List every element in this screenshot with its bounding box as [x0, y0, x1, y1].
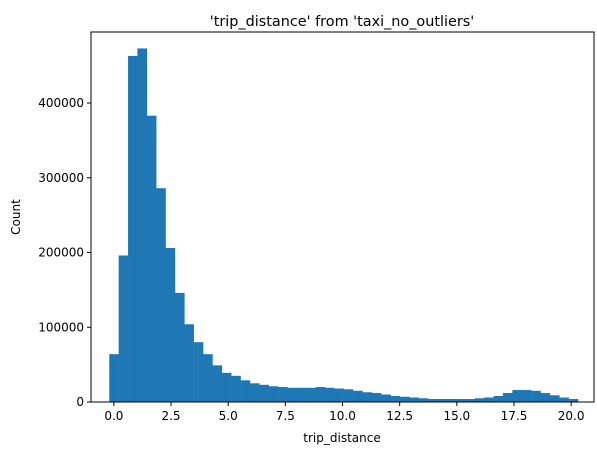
histogram-bar [184, 324, 194, 402]
y-tick-label: 400000 [38, 96, 84, 110]
histogram-bar [296, 387, 307, 402]
histogram-bar [324, 387, 335, 402]
histogram-bar [268, 386, 279, 402]
y-tick-label: 300000 [38, 171, 84, 185]
y-axis-label: Count [9, 199, 23, 235]
histogram-bar [559, 397, 569, 402]
histogram-bar [334, 388, 344, 402]
histogram-bar [549, 395, 560, 402]
histogram-bar [353, 390, 363, 402]
y-tick-label: 200000 [38, 246, 84, 260]
histogram-bar [456, 399, 466, 402]
histogram-bar [399, 396, 410, 402]
histogram-bar [503, 393, 513, 402]
histogram-bar [212, 365, 223, 402]
histogram-bar [568, 399, 579, 402]
histogram-bar [174, 292, 185, 402]
histogram-bar [474, 398, 485, 402]
histogram-bar [315, 387, 326, 402]
y-tick-label: 0 [76, 395, 84, 409]
histogram-bar [437, 399, 448, 402]
histogram-bar [287, 387, 298, 402]
histogram-bar [109, 354, 119, 402]
histogram-bar [493, 396, 504, 402]
x-tick-label: 10.0 [329, 409, 356, 423]
plot-frame [90, 31, 595, 403]
histogram-bar [428, 399, 438, 402]
histogram-bar [306, 387, 316, 402]
x-tick-label: 20.0 [558, 409, 585, 423]
histogram-bar [521, 390, 532, 402]
histogram-bar [371, 393, 382, 402]
histogram-bar [231, 375, 241, 402]
histogram-bar [343, 389, 354, 402]
histogram-bar [484, 397, 494, 402]
histogram-bar [156, 188, 166, 402]
histogram-bar [390, 396, 401, 402]
histogram-bar [362, 392, 373, 402]
x-tick-label: 15.0 [443, 409, 470, 423]
x-tick-label: 7.5 [276, 409, 295, 423]
histogram-bar [446, 399, 457, 402]
histogram-bar [381, 394, 391, 402]
x-tick-label: 17.5 [501, 409, 528, 423]
histogram-bar [531, 390, 541, 402]
bars-group [109, 48, 579, 403]
chart-title: 'trip_distance' from 'taxi_no_outliers' [210, 14, 474, 30]
histogram-bar [259, 384, 269, 402]
x-tick-label: 0.0 [104, 409, 123, 423]
histogram-bar [540, 393, 551, 402]
histogram-bar [128, 55, 138, 403]
histogram-bar [165, 248, 176, 402]
histogram-bar [240, 380, 251, 402]
histogram-bar [249, 383, 260, 402]
histogram-bar [278, 387, 288, 402]
y-tick-label: 100000 [38, 320, 84, 334]
x-tick-label: 5.0 [219, 409, 238, 423]
histogram-bar [512, 390, 523, 402]
y-axis-ticks: 0 100000 200000 300000 400000 [38, 96, 91, 409]
histogram-bar [203, 354, 213, 402]
x-tick-label: 2.5 [161, 409, 180, 423]
histogram-bar [418, 398, 429, 402]
x-axis-label: trip_distance [303, 431, 380, 445]
histogram-bar [465, 399, 476, 402]
histogram-bar [221, 372, 232, 402]
x-tick-label: 12.5 [386, 409, 413, 423]
histogram-bar [137, 48, 148, 402]
histogram-bar [193, 342, 204, 402]
histogram-bar [146, 115, 157, 402]
x-axis-ticks: 0.0 2.5 5.0 7.5 10.0 12.5 15.0 17.5 20.0 [104, 402, 584, 423]
histogram-bar [118, 255, 129, 402]
histogram-bar [409, 397, 419, 402]
